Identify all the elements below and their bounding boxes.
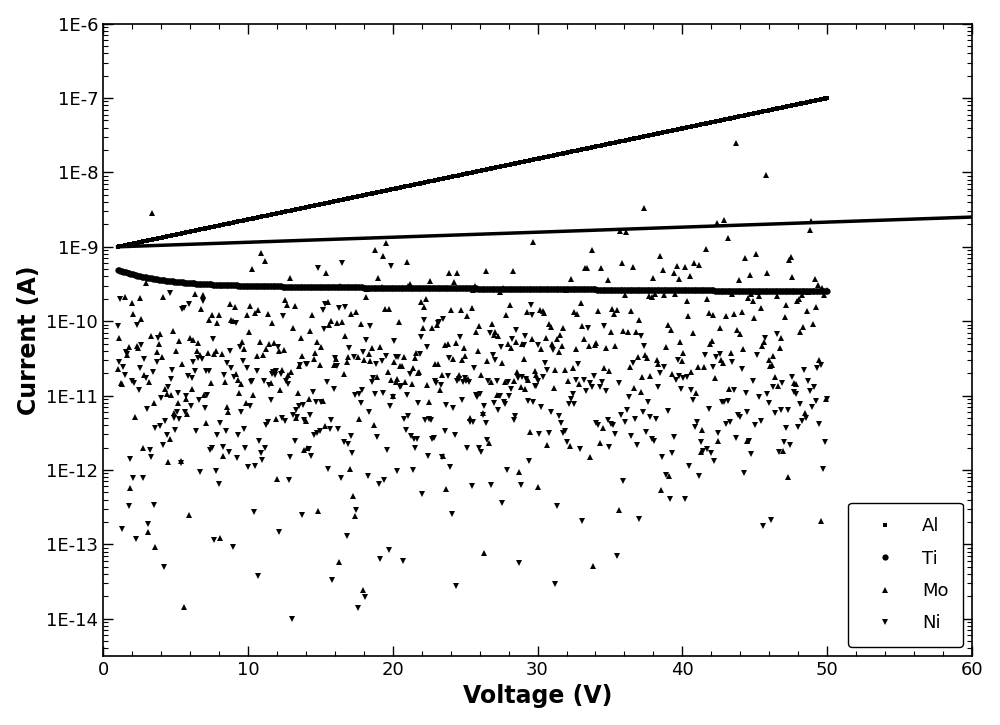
Ti: [821, 287, 833, 296]
Al: [650, 130, 662, 138]
Y-axis label: Current (A): Current (A): [17, 265, 41, 415]
X-axis label: Voltage (V): Voltage (V): [463, 684, 612, 708]
Mo: [813, 356, 825, 365]
Ti: [804, 287, 816, 296]
Ni: [495, 343, 507, 352]
Mo: [192, 339, 204, 348]
Mo: [627, 262, 639, 271]
Ni: [112, 322, 124, 331]
Line: Ti: Ti: [114, 266, 830, 294]
Ti: [693, 286, 705, 295]
Ti: [449, 284, 461, 293]
Al: [155, 233, 167, 242]
Line: Al: Al: [115, 96, 830, 249]
Mo: [821, 286, 833, 294]
Ti: [496, 284, 508, 293]
Mo: [730, 138, 742, 147]
Mo: [794, 328, 806, 336]
Ni: [286, 614, 298, 623]
Al: [112, 242, 124, 251]
Ni: [113, 357, 125, 366]
Ni: [371, 433, 383, 442]
Legend: Al, Ti, Mo, Ni: Al, Ti, Mo, Ni: [848, 502, 963, 647]
Al: [723, 115, 735, 123]
Line: Ni: Ni: [115, 260, 540, 621]
Mo: [513, 468, 525, 476]
Ni: [336, 259, 348, 268]
Ti: [534, 285, 546, 294]
Mo: [178, 602, 190, 611]
Ti: [453, 284, 465, 293]
Ni: [364, 321, 376, 330]
Ti: [112, 265, 124, 274]
Ni: [363, 408, 375, 417]
Line: Mo: Mo: [115, 141, 830, 610]
Ni: [468, 363, 480, 372]
Ni: [532, 341, 544, 349]
Al: [821, 94, 833, 102]
Al: [524, 156, 536, 165]
Mo: [112, 365, 124, 373]
Al: [564, 148, 576, 157]
Al: [542, 152, 554, 161]
Mo: [232, 376, 244, 384]
